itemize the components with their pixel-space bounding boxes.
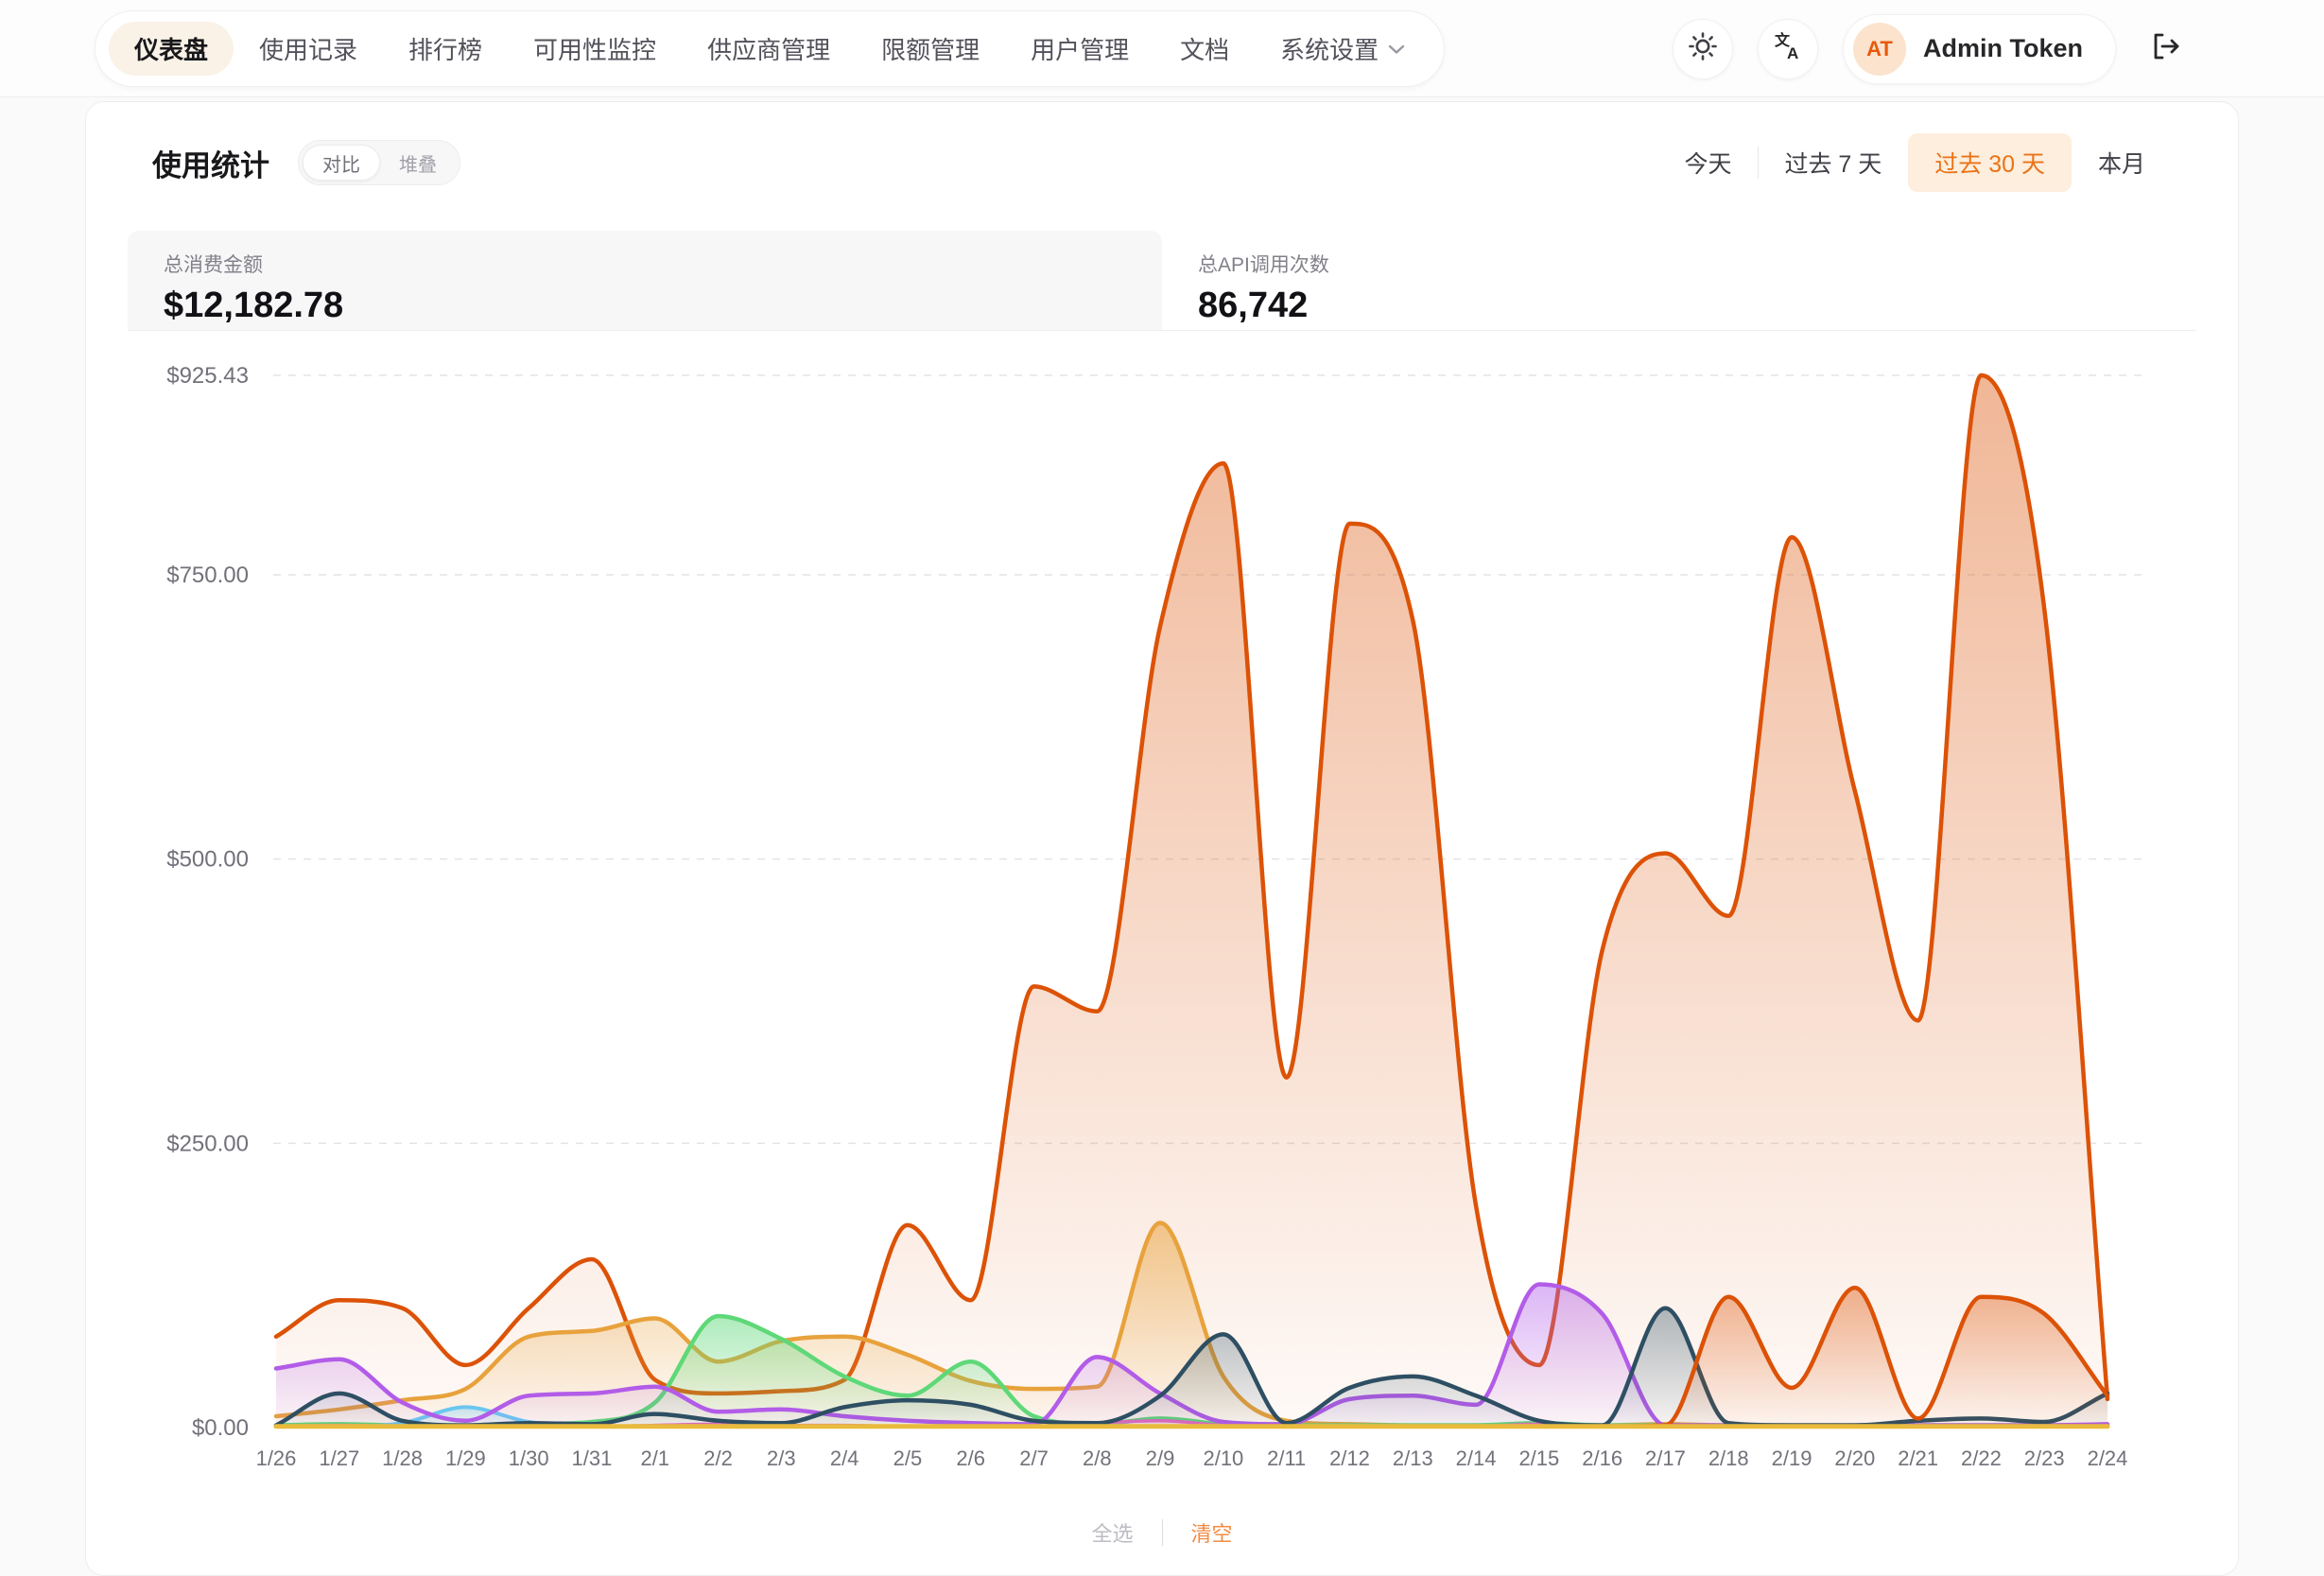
x-axis-tick: 2/24 [2088, 1446, 2128, 1470]
logout-icon [2150, 30, 2182, 67]
mode-option-compare[interactable]: 对比 [303, 145, 380, 181]
nav-item-users[interactable]: 用户管理 [1031, 36, 1130, 64]
stat-total-spend-label: 总消费金额 [164, 254, 263, 276]
x-axis-tick: 1/27 [319, 1446, 359, 1470]
chart-mode-toggle: 对比 堆叠 [298, 140, 460, 185]
nav-item-quota[interactable]: 限额管理 [881, 36, 980, 64]
x-axis-tick: 1/30 [509, 1446, 549, 1470]
stat-total-spend-value: $12,182.78 [164, 286, 344, 325]
nav-item-settings-label: 系统设置 [1280, 36, 1379, 64]
x-axis-tick: 2/13 [1393, 1446, 1433, 1470]
stats-row: 总消费金额 $12,182.78 总API调用次数 86,742 [128, 231, 2196, 331]
chart-area: $0.00 $250.00 $500.00 $750.00 $925.43 1/26 1/2… [86, 338, 2238, 1515]
x-axis-tick: 2/2 [703, 1446, 733, 1470]
legend-clear[interactable]: 清空 [1190, 1522, 1233, 1546]
user-menu[interactable]: AT Admin Token [1842, 13, 2116, 84]
legend-controls: 全选 清空 [86, 1517, 2238, 1548]
range-today[interactable]: 今天 [1684, 151, 1732, 178]
x-axis-tick: 2/3 [767, 1446, 796, 1470]
x-axis-tick: 2/12 [1329, 1446, 1370, 1470]
x-axis-tick: 2/8 [1083, 1446, 1112, 1470]
translate-icon: 文 A [1771, 29, 1805, 68]
x-axis-tick: 2/10 [1203, 1446, 1243, 1470]
series-area-spend-main-orange [276, 375, 2107, 1428]
x-axis-tick: 2/4 [830, 1446, 859, 1470]
range-this-month[interactable]: 本月 [2097, 151, 2145, 178]
series-area-spend-green [276, 1316, 2107, 1428]
x-axis-tick: 2/15 [1518, 1446, 1559, 1470]
range-7-days[interactable]: 过去 7 天 [1758, 133, 1908, 192]
nav-item-usage-logs[interactable]: 使用记录 [259, 36, 358, 64]
x-axis-tick: 2/17 [1645, 1446, 1686, 1470]
chevron-down-icon [1388, 43, 1405, 55]
date-range-selector: 今天 过去 7 天 过去 30 天 本月 [1657, 133, 2172, 192]
sun-icon [1687, 30, 1719, 67]
nav-item-availability[interactable]: 可用性监控 [533, 36, 657, 64]
usage-chart[interactable]: $0.00 $250.00 $500.00 $750.00 $925.43 1/26 1/2… [86, 338, 2240, 1511]
x-axis-tick: 2/22 [1961, 1446, 2002, 1470]
stat-total-api-calls[interactable]: 总API调用次数 86,742 [1162, 231, 2196, 330]
legend-select-all[interactable]: 全选 [1091, 1522, 1134, 1546]
y-axis-tick: $250.00 [166, 1131, 249, 1156]
x-axis-tick: 2/23 [2024, 1446, 2065, 1470]
x-axis-tick: 2/6 [956, 1446, 985, 1470]
page-title: 使用统计 [152, 148, 269, 182]
x-axis-tick: 2/18 [1708, 1446, 1749, 1470]
nav-item-providers[interactable]: 供应商管理 [707, 36, 831, 64]
stat-total-spend[interactable]: 总消费金额 $12,182.78 [128, 231, 1162, 330]
mode-option-stacked[interactable]: 堆叠 [399, 154, 437, 176]
logout-button[interactable] [2141, 24, 2192, 75]
nav-item-dashboard[interactable]: 仪表盘 [109, 22, 234, 76]
legend-divider [1161, 1519, 1163, 1546]
nav-item-leaderboard[interactable]: 排行榜 [408, 36, 483, 64]
svg-text:文: 文 [1775, 31, 1791, 49]
svg-text:A: A [1787, 44, 1798, 62]
y-axis-tick: $500.00 [166, 847, 249, 873]
x-axis-tick: 2/16 [1582, 1446, 1622, 1470]
x-axis-tick: 2/19 [1772, 1446, 1812, 1470]
x-axis-tick: 2/7 [1019, 1446, 1049, 1470]
x-axis-tick: 2/14 [1456, 1446, 1497, 1470]
usage-stats-panel: 使用统计 对比 堆叠 今天 过去 7 天 过去 30 天 本月 总消费金额 $1… [85, 101, 2239, 1576]
x-axis-tick: 2/5 [893, 1446, 923, 1470]
theme-toggle-button[interactable] [1672, 18, 1733, 79]
range-30-days[interactable]: 过去 30 天 [1908, 133, 2072, 192]
language-button[interactable]: 文 A [1757, 18, 1818, 79]
x-axis-tick: 1/29 [445, 1446, 486, 1470]
x-axis-tick: 2/9 [1146, 1446, 1175, 1470]
x-axis-tick: 2/21 [1898, 1446, 1938, 1470]
stat-total-api-calls-label: 总API调用次数 [1198, 254, 1329, 276]
x-axis-tick: 1/31 [572, 1446, 613, 1470]
nav-item-settings[interactable]: 系统设置 [1255, 22, 1431, 76]
x-axis-tick: 1/28 [382, 1446, 423, 1470]
stat-total-api-calls-value: 86,742 [1198, 286, 1309, 325]
series-area-spend-orange-2 [276, 1288, 2107, 1428]
top-bar: 仪表盘 使用记录 排行榜 可用性监控 供应商管理 限额管理 用户管理 文档 系统… [0, 0, 2324, 97]
x-axis-tick: 2/11 [1267, 1446, 1306, 1470]
y-axis-tick: $0.00 [192, 1415, 249, 1441]
top-right-cluster: 文 A AT Admin Token [1672, 0, 2192, 97]
x-axis-tick: 2/20 [1834, 1446, 1875, 1470]
x-axis-tick: 2/1 [640, 1446, 669, 1470]
series-area-spend-slate [276, 1308, 2107, 1428]
y-axis-tick: $750.00 [166, 563, 249, 588]
nav-item-docs[interactable]: 文档 [1180, 36, 1230, 64]
username: Admin Token [1922, 34, 2083, 62]
main-nav: 仪表盘 使用记录 排行榜 可用性监控 供应商管理 限额管理 用户管理 文档 系统… [95, 10, 1446, 87]
avatar: AT [1852, 22, 1906, 76]
y-axis-tick: $925.43 [166, 363, 249, 389]
panel-header: 使用统计 对比 堆叠 今天 过去 7 天 过去 30 天 本月 [152, 133, 2172, 192]
x-axis-tick: 1/26 [256, 1446, 297, 1470]
